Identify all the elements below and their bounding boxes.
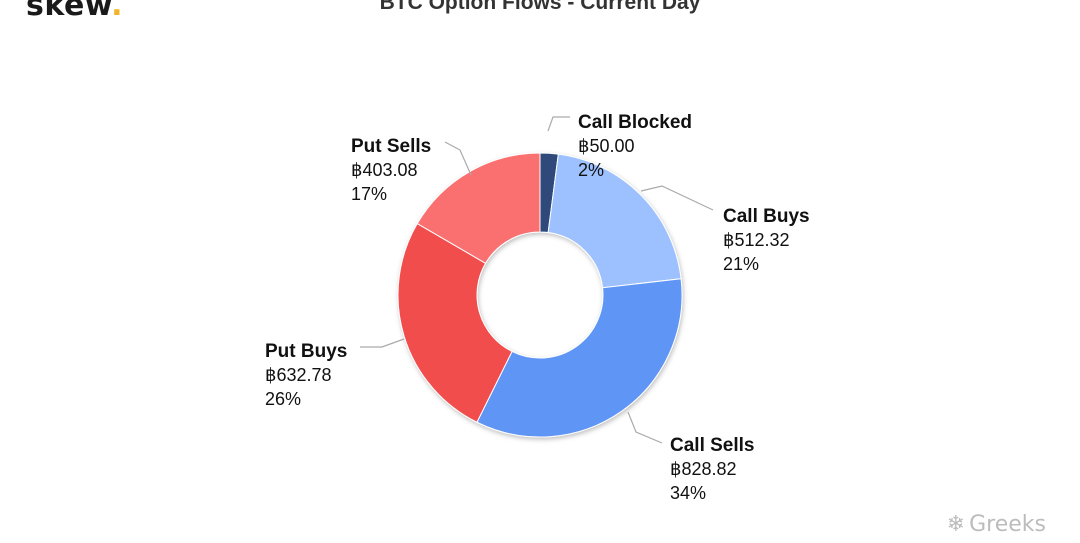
label-value: ฿403.08 bbox=[351, 160, 418, 180]
connector-call-sells bbox=[627, 411, 663, 444]
wechat-icon: ❄ bbox=[946, 512, 966, 537]
label-name: Put Sells bbox=[351, 136, 431, 157]
slice-call-buys bbox=[547, 153, 682, 289]
slice-put-buys bbox=[397, 222, 513, 423]
connector-call-buys bbox=[640, 185, 714, 211]
chart-title: BTC Option Flows - Current Day bbox=[379, 0, 701, 14]
label-name: Call Sells bbox=[670, 435, 755, 456]
skew-logo: skew. bbox=[26, 0, 124, 23]
connector-put-sells bbox=[444, 141, 472, 176]
label-value: ฿50.00 bbox=[578, 136, 635, 156]
slice-call-sells bbox=[476, 278, 683, 438]
label-percent: 21% bbox=[723, 254, 759, 274]
label-percent: 26% bbox=[265, 389, 301, 409]
slice-put-sells bbox=[416, 152, 541, 264]
watermark: ❄ Greeks bbox=[946, 512, 1046, 537]
label-name: Call Blocked bbox=[578, 112, 692, 133]
label-value: ฿512.32 bbox=[723, 230, 790, 250]
label-percent: 34% bbox=[670, 483, 706, 503]
label-value: ฿828.82 bbox=[670, 459, 737, 479]
label-value: ฿632.78 bbox=[265, 365, 332, 385]
label-name: Put Buys bbox=[265, 341, 347, 362]
label-percent: 17% bbox=[351, 184, 387, 204]
connector-put-buys bbox=[360, 338, 405, 348]
label-name: Call Buys bbox=[723, 206, 810, 227]
connector-call-blocked bbox=[547, 116, 570, 132]
label-percent: 2% bbox=[578, 160, 604, 180]
